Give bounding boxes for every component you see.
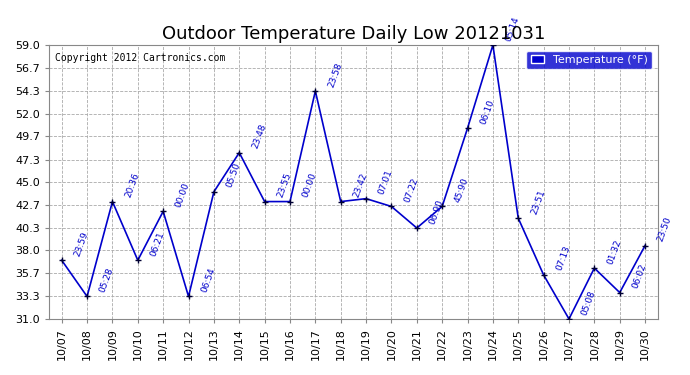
Text: 07:13: 07:13 bbox=[555, 245, 572, 272]
Legend: Temperature (°F): Temperature (°F) bbox=[526, 51, 652, 69]
Text: 23:58: 23:58 bbox=[326, 61, 344, 88]
Text: 01:32: 01:32 bbox=[605, 238, 623, 266]
Text: 23:48: 23:48 bbox=[250, 123, 268, 150]
Text: 45:90: 45:90 bbox=[453, 176, 471, 204]
Text: 23:51: 23:51 bbox=[529, 188, 546, 215]
Text: 07:22: 07:22 bbox=[402, 177, 420, 204]
Text: 05:50: 05:50 bbox=[225, 162, 242, 189]
Text: 23:42: 23:42 bbox=[352, 172, 369, 199]
Text: 06:10: 06:10 bbox=[479, 98, 496, 125]
Text: 06:21: 06:21 bbox=[149, 230, 166, 258]
Text: 05:28: 05:28 bbox=[98, 266, 115, 294]
Text: 06:54: 06:54 bbox=[199, 266, 217, 294]
Text: 05:08: 05:08 bbox=[580, 289, 598, 316]
Text: 00:00: 00:00 bbox=[175, 181, 192, 209]
Text: 23:59: 23:59 bbox=[73, 230, 90, 258]
Text: 07:01: 07:01 bbox=[377, 168, 395, 196]
Text: 23:50: 23:50 bbox=[656, 216, 673, 243]
Text: 23:55: 23:55 bbox=[276, 171, 293, 199]
Title: Outdoor Temperature Daily Low 20121031: Outdoor Temperature Daily Low 20121031 bbox=[161, 26, 545, 44]
Text: 06:02: 06:02 bbox=[631, 262, 648, 290]
Text: 06:90: 06:90 bbox=[428, 198, 445, 225]
Text: 05:14: 05:14 bbox=[504, 15, 521, 42]
Text: 20:36: 20:36 bbox=[124, 171, 141, 199]
Text: Copyright 2012 Cartronics.com: Copyright 2012 Cartronics.com bbox=[55, 53, 226, 63]
Text: 00:00: 00:00 bbox=[301, 171, 318, 199]
